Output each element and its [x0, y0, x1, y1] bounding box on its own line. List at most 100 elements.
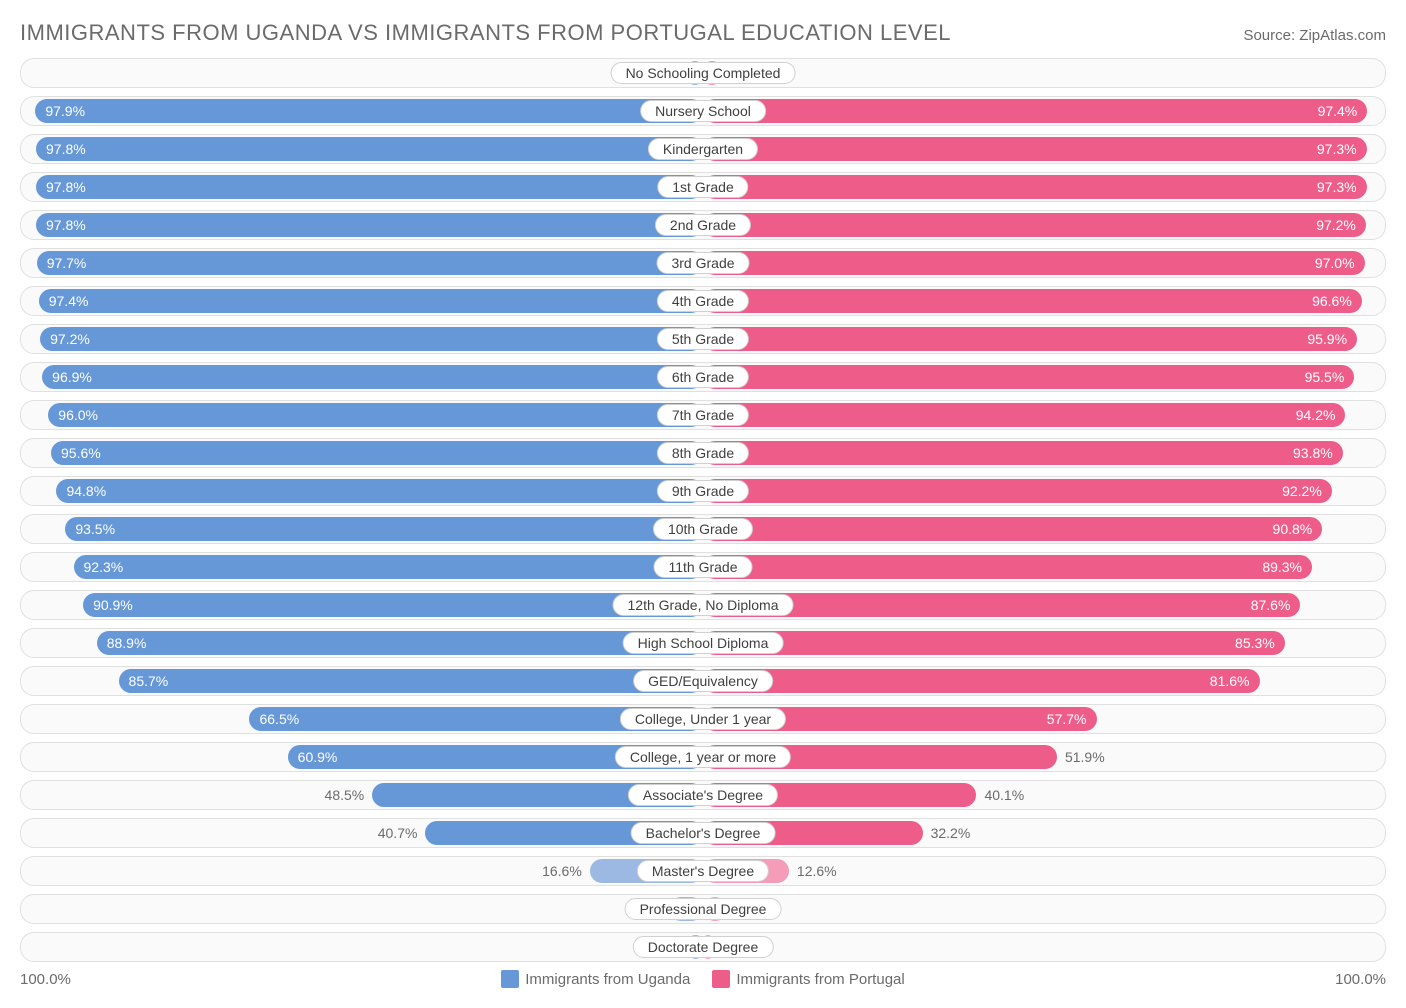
bar-right: 97.0% [703, 251, 1365, 275]
bar-value-left: 60.9% [298, 749, 338, 765]
bar-value-right: 89.3% [1262, 559, 1302, 575]
bar-value-right: 32.2% [923, 819, 971, 847]
bar-value-left: 90.9% [93, 597, 133, 613]
bar-right: 81.6% [703, 669, 1260, 693]
bar-value-right: 94.2% [1296, 407, 1336, 423]
bar-row: 88.9%85.3%High School Diploma [20, 628, 1386, 658]
bar-left: 97.8% [36, 175, 703, 199]
bar-value-right: 57.7% [1047, 711, 1087, 727]
bar-left: 97.8% [36, 213, 703, 237]
bar-row: 90.9% 87.6% 12th Grade, No Diploma [20, 590, 1386, 620]
category-label: 8th Grade [657, 442, 749, 464]
bar-value-left: 40.7% [378, 819, 426, 847]
bar-left: 97.9% [35, 99, 703, 123]
bar-value-left: 85.7% [129, 673, 169, 689]
bar-left: 93.5% [65, 517, 703, 541]
bar-row: 40.7% 32.2% Bachelor's Degree [20, 818, 1386, 848]
bar-right: 97.4% [703, 99, 1367, 123]
category-label: 2nd Grade [655, 214, 751, 236]
bar-value-left: 88.9% [107, 635, 147, 651]
category-label: 9th Grade [657, 480, 749, 502]
category-label: 11th Grade [653, 556, 752, 578]
bar-left: 92.3% [74, 555, 703, 579]
bar-right: 95.9% [703, 327, 1357, 351]
bar-value-right: 40.1% [976, 781, 1024, 809]
bar-right: 85.3% [703, 631, 1285, 655]
bar-value-right: 97.2% [1316, 217, 1356, 233]
bar-value-left: 95.6% [61, 445, 101, 461]
bar-row: 97.9% 97.4% Nursery School [20, 96, 1386, 126]
category-label: 12th Grade, No Diploma [613, 594, 794, 616]
legend-swatch-right [712, 970, 730, 988]
category-label: Nursery School [640, 100, 766, 122]
category-label: Master's Degree [637, 860, 769, 882]
bar-right: 94.2% [703, 403, 1345, 427]
bar-row: 96.9% 95.5%6th Grade [20, 362, 1386, 392]
chart-title: IMMIGRANTS FROM UGANDA VS IMMIGRANTS FRO… [20, 20, 951, 46]
bar-left: 90.9% [83, 593, 703, 617]
category-label: No Schooling Completed [611, 62, 796, 84]
axis-max-left: 100.0% [20, 971, 71, 988]
category-label: 7th Grade [657, 404, 749, 426]
bar-row: 96.0% 94.2% 7th Grade [20, 400, 1386, 430]
bar-value-left: 93.5% [75, 521, 115, 537]
bar-value-right: 97.4% [1318, 103, 1358, 119]
bar-row: 85.7% 81.6%GED/Equivalency [20, 666, 1386, 696]
bar-row: 60.9%51.9%College, 1 year or more [20, 742, 1386, 772]
bar-row: 95.6% 93.8%8th Grade [20, 438, 1386, 468]
category-label: 6th Grade [657, 366, 749, 388]
bar-row: 66.5% 57.7% College, Under 1 year [20, 704, 1386, 734]
bar-row: 97.8% 97.2% 2nd Grade [20, 210, 1386, 240]
bar-value-right: 85.3% [1235, 635, 1275, 651]
bar-value-left: 97.2% [50, 331, 90, 347]
bar-value-right: 96.6% [1312, 293, 1352, 309]
diverging-bar-chart: 2.3%2.7%No Schooling Completed97.9%97.4%… [20, 58, 1386, 962]
bar-value-right: 97.0% [1315, 255, 1355, 271]
bar-row: 94.8% 92.2% 9th Grade [20, 476, 1386, 506]
bar-row: 97.8% 97.3%1st Grade [20, 172, 1386, 202]
bar-value-left: 96.0% [58, 407, 98, 423]
bar-row: 97.4%96.6%4th Grade [20, 286, 1386, 316]
category-label: GED/Equivalency [633, 670, 773, 692]
category-label: College, 1 year or more [615, 746, 791, 768]
chart-header: IMMIGRANTS FROM UGANDA VS IMMIGRANTS FRO… [20, 20, 1386, 46]
bar-value-left: 96.9% [52, 369, 92, 385]
bar-right: 97.3% [703, 137, 1367, 161]
bar-left: 85.7% [119, 669, 703, 693]
legend-label-right: Immigrants from Portugal [736, 971, 904, 988]
category-label: Associate's Degree [628, 784, 778, 806]
bar-left: 95.6% [51, 441, 703, 465]
bar-left: 97.4% [39, 289, 703, 313]
category-label: 10th Grade [653, 518, 753, 540]
bar-value-right: 87.6% [1251, 597, 1291, 613]
bar-right: 92.2% [703, 479, 1332, 503]
bar-value-left: 97.4% [49, 293, 89, 309]
bar-row: 93.5% 90.8%10th Grade [20, 514, 1386, 544]
bar-value-right: 97.3% [1317, 141, 1357, 157]
category-label: Kindergarten [648, 138, 758, 160]
bar-left: 96.9% [42, 365, 703, 389]
chart-footer: 100.0% Immigrants from Uganda Immigrants… [20, 970, 1386, 988]
bar-value-left: 97.8% [46, 179, 86, 195]
bar-row: 2.2%1.5%Doctorate Degree [20, 932, 1386, 962]
category-label: 1st Grade [657, 176, 748, 198]
bar-left: 97.8% [36, 137, 703, 161]
bar-right: 90.8% [703, 517, 1322, 541]
bar-right: 93.8% [703, 441, 1343, 465]
bar-value-right: 92.2% [1282, 483, 1322, 499]
category-label: 3rd Grade [656, 252, 749, 274]
bar-left: 94.8% [56, 479, 703, 503]
bar-value-left: 94.8% [66, 483, 106, 499]
bar-row: 48.5%40.1%Associate's Degree [20, 780, 1386, 810]
category-label: Doctorate Degree [633, 936, 774, 958]
bar-left: 97.7% [37, 251, 703, 275]
bar-value-left: 92.3% [84, 559, 124, 575]
bar-right: 89.3% [703, 555, 1312, 579]
bar-right: 97.3% [703, 175, 1367, 199]
bar-right: 95.5% [703, 365, 1354, 389]
legend-label-left: Immigrants from Uganda [525, 971, 690, 988]
category-label: Bachelor's Degree [631, 822, 776, 844]
bar-value-left: 66.5% [259, 711, 299, 727]
bar-row: 97.8% 97.3% Kindergarten [20, 134, 1386, 164]
category-label: College, Under 1 year [620, 708, 786, 730]
